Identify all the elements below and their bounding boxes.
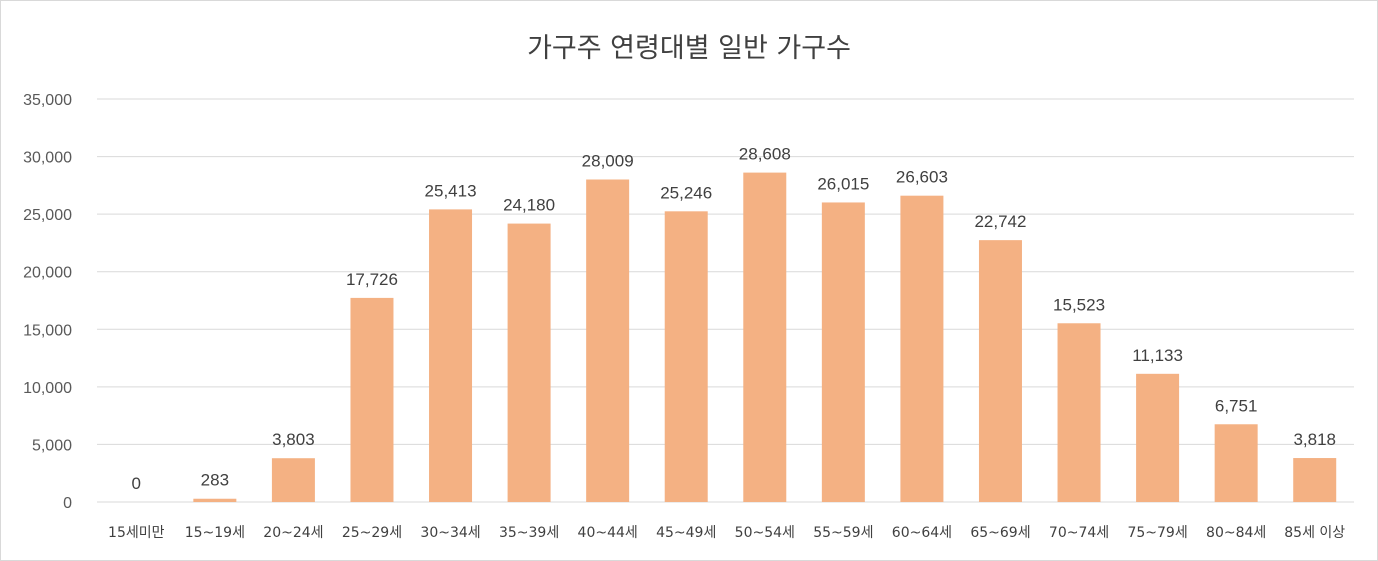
data-label: 28,009 (582, 151, 634, 170)
x-category-label: 30~34세 (420, 525, 480, 541)
bar (1136, 373, 1180, 502)
data-label: 24,180 (503, 196, 555, 215)
data-label: 28,608 (739, 145, 791, 164)
x-category-label: 85세 이상 (1284, 525, 1345, 541)
y-tick-label: 35,000 (23, 92, 72, 109)
bar (743, 172, 787, 503)
data-label: 3,818 (1293, 430, 1336, 449)
data-label: 6,751 (1215, 396, 1258, 415)
bar (900, 195, 944, 502)
bar (1214, 424, 1258, 502)
bar (507, 223, 551, 502)
bar (271, 458, 315, 502)
data-label: 0 (132, 474, 141, 493)
x-axis-categories: 15세미만 15~19세 20~24세 25~29세 30~34세 35~39세 40~44… (108, 525, 1345, 541)
data-label: 11,133 (1132, 346, 1183, 365)
y-tick-label: 30,000 (23, 150, 72, 167)
data-label: 25,246 (660, 183, 712, 202)
x-category-label: 15~19세 (185, 525, 245, 541)
y-axis-ticks: 0 5,000 10,000 15,000 20,000 25,000 30,000 35,0… (23, 92, 72, 512)
x-category-label: 35~39세 (499, 525, 559, 541)
bar (1293, 458, 1337, 502)
x-category-label: 15세미만 (108, 525, 165, 541)
bar (821, 202, 865, 502)
bar (1057, 323, 1101, 502)
data-label: 22,742 (974, 212, 1026, 231)
data-label: 283 (201, 471, 229, 490)
chart-title: 가구주 연령대별 일반 가구수 (527, 33, 851, 64)
x-category-label: 45~49세 (656, 525, 716, 541)
y-tick-label: 15,000 (23, 322, 72, 339)
x-category-label: 75~79세 (1127, 525, 1187, 541)
x-category-label: 20~24세 (263, 525, 323, 541)
data-label: 17,726 (346, 270, 398, 289)
y-tick-label: 0 (63, 495, 72, 512)
data-label: 3,803 (272, 430, 315, 449)
bar (978, 240, 1022, 502)
y-tick-label: 25,000 (23, 207, 72, 224)
bar (664, 211, 708, 502)
x-category-label: 70~74세 (1049, 525, 1109, 541)
y-tick-label: 10,000 (23, 380, 72, 397)
data-label: 15,523 (1053, 295, 1105, 314)
x-category-label: 65~69세 (970, 525, 1030, 541)
x-category-label: 60~64세 (892, 525, 952, 541)
x-category-label: 40~44세 (578, 525, 638, 541)
bar (350, 297, 394, 502)
data-label: 26,603 (896, 168, 948, 187)
y-tick-label: 5,000 (32, 437, 72, 454)
data-label: 26,015 (817, 174, 869, 193)
x-category-label: 80~84세 (1206, 525, 1266, 541)
bars (193, 172, 1337, 503)
x-category-label: 25~29세 (342, 525, 402, 541)
data-labels: 0 283 3,803 17,726 25,413 24,180 28,009 25,246 2… (132, 145, 1336, 493)
bar (193, 498, 237, 502)
x-category-label: 55~59세 (813, 525, 873, 541)
data-label: 25,413 (425, 181, 477, 200)
bar (586, 179, 630, 502)
y-tick-label: 20,000 (23, 265, 72, 282)
bar (429, 209, 473, 502)
x-category-label: 50~54세 (735, 525, 795, 541)
